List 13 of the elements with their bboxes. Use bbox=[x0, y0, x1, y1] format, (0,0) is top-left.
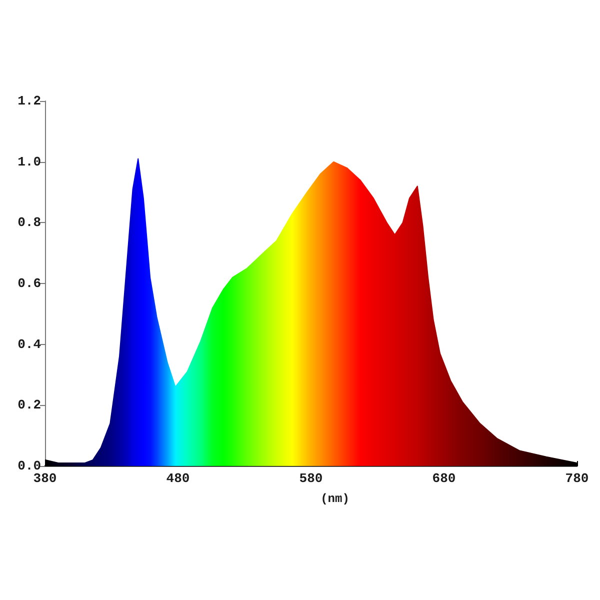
y-tick-label: 1.2 bbox=[18, 94, 42, 108]
y-tick-label: 0.6 bbox=[18, 276, 42, 291]
x-tick-label: 580 bbox=[299, 471, 323, 486]
y-tick-label: 0.4 bbox=[18, 336, 42, 352]
y-tick-label: 0.0 bbox=[18, 458, 42, 474]
y-tick-label: 1.0 bbox=[18, 154, 42, 170]
x-tick-label: 680 bbox=[432, 471, 456, 486]
x-tick-label: 480 bbox=[166, 471, 190, 486]
x-axis-title: (nm) bbox=[320, 492, 350, 506]
y-tick-label: 0.8 bbox=[18, 215, 42, 230]
x-tick-label: 780 bbox=[565, 471, 589, 486]
x-tick-label: 380 bbox=[33, 471, 57, 486]
y-tick-label: 0.2 bbox=[18, 398, 42, 413]
